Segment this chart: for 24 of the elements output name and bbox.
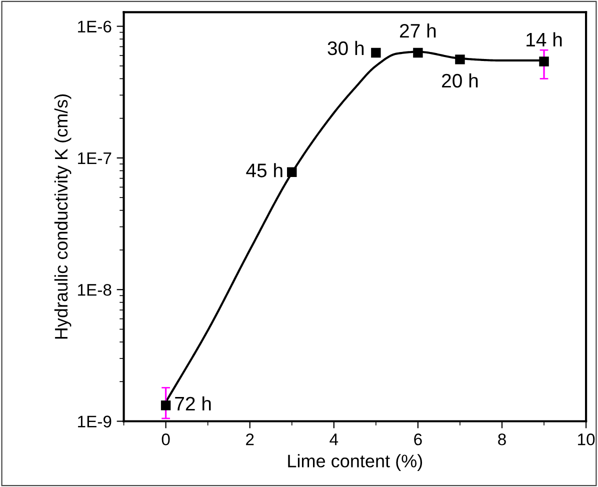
point xyxy=(455,54,465,64)
point xyxy=(539,56,549,66)
x-tick-label: 6 xyxy=(414,434,422,446)
annotation: 45 h xyxy=(246,163,282,178)
point xyxy=(287,167,297,178)
annotation: 20 h xyxy=(442,73,478,88)
x-tick-label: 8 xyxy=(498,434,506,446)
x-axis-title: Lime content (%) xyxy=(288,454,422,471)
y-axis-title: Hydraulic conductivity K (cm/s) xyxy=(54,94,72,339)
annotation: 72 h xyxy=(175,396,211,410)
y-tick-label: 1E-9 xyxy=(78,416,112,428)
point xyxy=(160,400,171,410)
x-tick-label: 2 xyxy=(246,434,254,446)
y-tick-label: 1E-8 xyxy=(78,284,112,296)
annotation: 27 h xyxy=(400,23,436,38)
point xyxy=(413,48,423,58)
y-tick-label: 1E-7 xyxy=(78,152,112,164)
y-tick-label: 1E-6 xyxy=(78,20,112,32)
point xyxy=(371,48,381,58)
x-tick-label: 10 xyxy=(578,434,595,446)
annotation: 30 h xyxy=(328,40,364,56)
x-tick-label: 4 xyxy=(330,434,338,446)
x-tick-label: 0 xyxy=(162,434,170,446)
annotation: 14 h xyxy=(526,32,562,46)
